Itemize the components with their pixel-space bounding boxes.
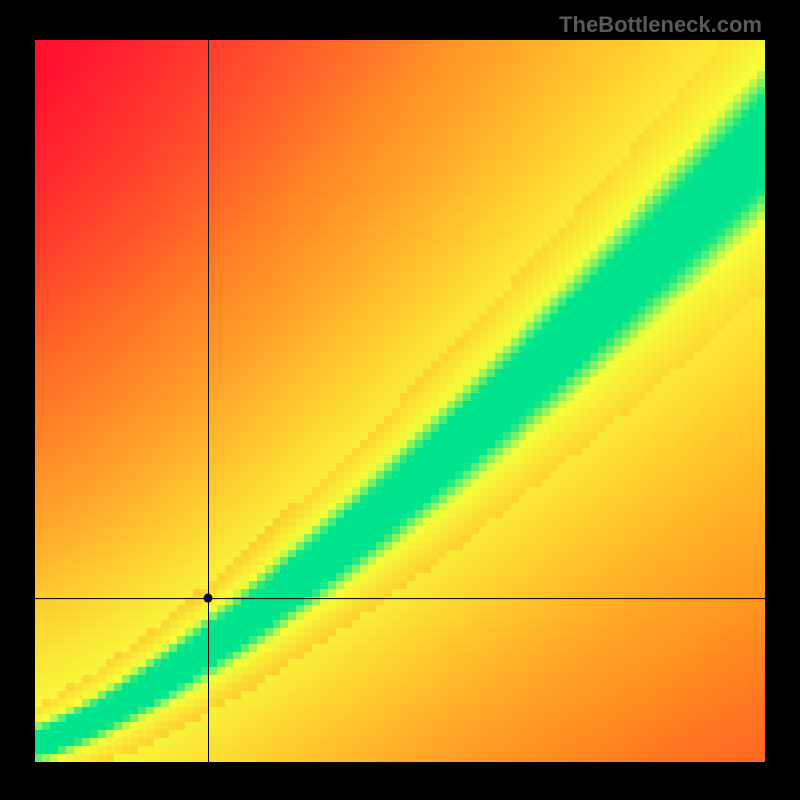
heatmap-canvas bbox=[35, 40, 765, 762]
watermark-text: TheBottleneck.com bbox=[559, 12, 762, 38]
heatmap-plot bbox=[35, 40, 765, 762]
